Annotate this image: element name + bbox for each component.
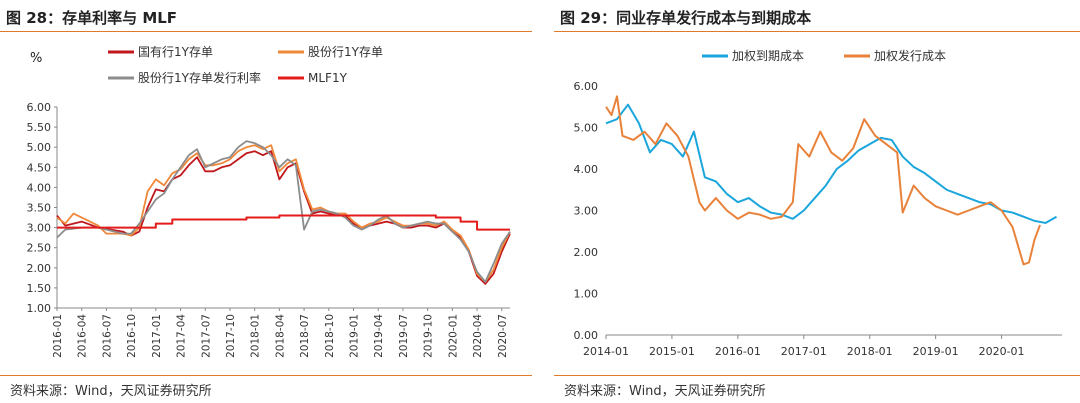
x-tick-label: 2019-01 <box>913 345 959 358</box>
legend-label: MLF1Y <box>308 71 348 85</box>
x-tick-label: 2019-04 <box>373 314 385 358</box>
series-line-3 <box>56 140 511 283</box>
x-tick-label: 2017-01 <box>151 314 163 358</box>
y-tick-label: 1.50 <box>27 282 52 295</box>
y-tick-label: 4.00 <box>27 181 52 194</box>
issuance-vs-maturity-cost-chart: 0.00 1.00 2.00 3.00 4.00 5.00 6.00 2014-01 2015-… <box>574 48 1062 358</box>
x-tick-label: 2018-01 <box>250 314 262 358</box>
source-note: 资料来源：Wind，天风证券研究所 <box>564 384 766 399</box>
legend-label: 股份行1Y存单发行利率 <box>138 70 261 85</box>
y-tick-label: 2.00 <box>27 262 52 275</box>
x-tick-label: 2018-01 <box>847 345 893 358</box>
chart-panel-issuance-vs-maturity-cost: 图 29：同业存单发行成本与到期成本 0.00 1.00 2.00 3.00 4.00 5… <box>554 0 1080 403</box>
y-tick-label: 2.50 <box>27 242 52 255</box>
x-tick-label: 2017-04 <box>176 314 188 358</box>
x-tick-label: 2016-07 <box>101 314 113 358</box>
x-tick-label: 2017-01 <box>781 345 827 358</box>
y-tick-label: 6.00 <box>27 101 52 114</box>
series-line-2 <box>605 95 1041 266</box>
title-divider <box>554 31 1080 32</box>
x-tick-label: 2020-07 <box>497 314 509 358</box>
x-tick-label: 2020-04 <box>472 314 484 358</box>
y-tick-label: 4.50 <box>27 161 52 174</box>
x-tick-label: 2018-04 <box>274 314 286 358</box>
chart-panel-rates-vs-mlf: 图 28：存单利率与 MLF % 1.00 1.50 2.00 2.50 3.00 3.50… <box>0 0 532 403</box>
x-tick-label: 2016-10 <box>126 314 138 358</box>
x-tick-label: 2015-01 <box>649 345 695 358</box>
figure-title: 图 28：存单利率与 MLF <box>6 9 178 27</box>
legend-label: 国有行1Y存单 <box>138 45 213 59</box>
y-tick-label: 5.00 <box>27 141 52 154</box>
title-divider <box>0 31 532 32</box>
y-tick-label: 5.00 <box>574 122 599 135</box>
series-line-4 <box>57 214 510 231</box>
x-tick-label: 2016-01 <box>715 345 761 358</box>
x-tick-label: 2018-10 <box>324 314 336 358</box>
y-tick-label: 4.00 <box>574 163 599 176</box>
x-tick-label: 2018-07 <box>299 314 311 358</box>
y-tick-label: 1.00 <box>574 288 599 301</box>
y-tick-label: 1.00 <box>27 302 52 315</box>
legend-label: 股份行1Y存单 <box>308 45 383 59</box>
x-tick-label: 2020-01 <box>447 314 459 358</box>
x-tick-label: 2019-10 <box>423 314 435 358</box>
x-tick-label: 2019-01 <box>349 314 361 358</box>
legend-label: 加权发行成本 <box>874 48 946 63</box>
y-axis-unit: % <box>30 51 42 66</box>
x-tick-label: 2020-01 <box>979 345 1025 358</box>
x-tick-label: 2017-10 <box>225 314 237 358</box>
series-line-2 <box>56 144 511 283</box>
source-divider <box>0 375 532 376</box>
y-tick-label: 3.00 <box>574 205 599 218</box>
y-tick-label: 3.50 <box>27 202 52 215</box>
series-line-1 <box>605 103 1057 224</box>
x-tick-label: 2017-07 <box>200 314 212 358</box>
rates-vs-mlf-chart: % 1.00 1.50 2.00 2.50 3.00 3.50 4.00 4.50 5.00 5.5… <box>27 45 511 358</box>
legend-label: 加权到期成本 <box>732 49 804 63</box>
y-tick-label: 6.00 <box>574 80 599 93</box>
figure-title: 图 29：同业存单发行成本与到期成本 <box>560 9 812 27</box>
x-tick-label: 2019-07 <box>398 314 410 358</box>
x-tick-label: 2014-01 <box>583 345 629 358</box>
y-tick-label: 5.50 <box>27 121 52 134</box>
source-note: 资料来源：Wind，天风证券研究所 <box>10 384 212 399</box>
x-tick-label: 2016-04 <box>77 314 89 358</box>
y-tick-label: 0.00 <box>574 329 599 342</box>
y-tick-label: 3.00 <box>27 222 52 235</box>
y-tick-label: 2.00 <box>574 246 599 259</box>
source-divider <box>554 375 1080 376</box>
x-tick-label: 2016-01 <box>52 314 64 358</box>
